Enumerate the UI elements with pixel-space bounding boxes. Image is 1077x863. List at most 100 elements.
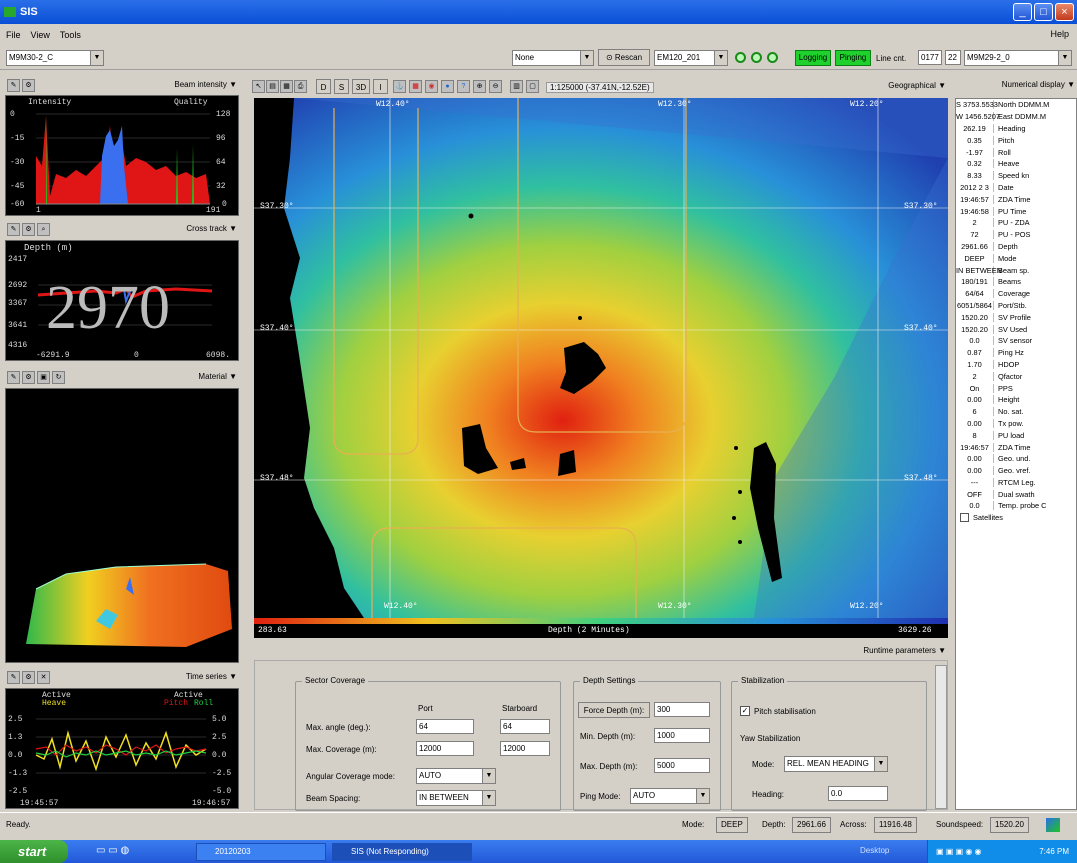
zoom-icon[interactable]: ⌕	[37, 223, 50, 236]
instrument-select[interactable]: M9M30-2_C ▼	[6, 50, 104, 66]
close-button[interactable]: ×	[1055, 3, 1074, 21]
map-left-label: S37.40°	[260, 324, 294, 333]
satellites-checkbox[interactable]	[960, 513, 969, 523]
desktop-toolbar[interactable]: Desktop	[860, 846, 890, 855]
cross-panel-dropdown[interactable]: Cross track ▼	[186, 224, 237, 233]
settings-icon[interactable]: ⚙	[22, 671, 35, 684]
numerical-row: -1.97 Roll	[956, 146, 1076, 158]
pointer-icon[interactable]: ↖	[252, 80, 265, 93]
numerical-row: 2012 2 3 Date	[956, 182, 1076, 194]
max-coverage-stbd-field[interactable]: 12000	[500, 741, 550, 756]
numerical-value: 0.00	[956, 466, 994, 476]
min-depth-field[interactable]: 1000	[654, 728, 710, 743]
numerical-label: SV Profile	[998, 312, 1031, 322]
numerical-label: ZDA Time	[998, 442, 1031, 452]
numerical-row: 64/64 Coverage	[956, 288, 1076, 300]
view-d-button[interactable]: D	[316, 79, 331, 94]
pin-icon[interactable]: ✎	[7, 223, 20, 236]
y-tick: 3367	[8, 299, 28, 308]
max-angle-port-field[interactable]: 64	[416, 719, 474, 734]
force-depth-field[interactable]: 300	[654, 702, 710, 717]
start-label: start	[18, 844, 47, 859]
beam-spacing-select[interactable]: IN BETWEEN ▼	[416, 790, 496, 806]
grid-red-icon[interactable]: ▦	[409, 80, 422, 93]
region-icon[interactable]: ▢	[526, 80, 539, 93]
pitch-stabilisation-label: Pitch stabilisation	[754, 707, 816, 716]
refresh-icon[interactable]: ↻	[52, 371, 65, 384]
bathymetry-map-graphic	[254, 98, 948, 638]
menu-help[interactable]: Help	[1050, 29, 1069, 39]
grid-icon[interactable]: ▦	[280, 80, 293, 93]
heading-field[interactable]: 0.0	[828, 786, 888, 801]
yaw-mode-select[interactable]: REL. MEAN HEADING ▼	[784, 756, 888, 772]
settings-icon[interactable]: ⚙	[22, 223, 35, 236]
y-tick-left: -15	[10, 134, 25, 143]
clear-icon[interactable]: ✕	[37, 671, 50, 684]
3d-swath-view[interactable]	[5, 388, 239, 663]
pin-icon[interactable]: ✎	[7, 79, 20, 92]
layers-icon[interactable]: ▤	[266, 80, 279, 93]
max-depth-field[interactable]: 5000	[654, 758, 710, 773]
logging-button[interactable]: Logging	[795, 50, 831, 66]
survey-select[interactable]: M9M29-2_0 ▼	[964, 50, 1072, 66]
y-tick-left: -2.5	[8, 787, 28, 796]
numerical-dropdown[interactable]: Numerical display ▼	[1001, 80, 1075, 89]
numerical-label: North DDMM.M	[998, 100, 1050, 110]
depth-legend-max: 3629.26	[898, 626, 932, 635]
map-top-label: W12.30°	[658, 100, 692, 109]
y-tick-left: -1.3	[8, 769, 28, 778]
heave-label: Heave	[42, 699, 67, 708]
numerical-label: Geo. vref.	[998, 466, 1031, 476]
status-bar: Ready. Mode: DEEP Depth: 2961.66 Across:…	[0, 812, 1077, 836]
start-button[interactable]: start	[0, 840, 68, 863]
runtime-scrollbar[interactable]	[935, 665, 947, 809]
settings-icon[interactable]: ⚙	[22, 371, 35, 384]
chevron-down-icon: ▼	[580, 51, 593, 65]
line-count-field[interactable]: 0177	[918, 50, 942, 65]
maximize-button[interactable]: □	[1034, 3, 1053, 21]
menu-tools[interactable]: Tools	[59, 30, 81, 40]
pinging-button[interactable]: Pinging	[835, 50, 871, 66]
pin-icon[interactable]: ✎	[7, 671, 20, 684]
settings-icon[interactable]: ⚙	[22, 79, 35, 92]
help-icon[interactable]: ?	[457, 80, 470, 93]
max-coverage-port-field[interactable]: 12000	[416, 741, 474, 756]
ping-mode-select[interactable]: AUTO ▼	[630, 788, 710, 804]
max-angle-stbd-field[interactable]: 64	[500, 719, 550, 734]
runtime-dropdown[interactable]: Runtime parameters ▼	[863, 646, 946, 655]
em-select[interactable]: EM120_201 ▼	[654, 50, 728, 66]
beam-panel-dropdown[interactable]: Beam intensity ▼	[174, 80, 237, 89]
menu-view[interactable]: View	[30, 30, 50, 40]
quick-launch-icons[interactable]: ▭ ▭ ◍	[96, 845, 130, 856]
material-panel-dropdown[interactable]: Material ▼	[198, 372, 237, 381]
zoom-out-icon[interactable]: ⊖	[489, 80, 502, 93]
view-3d-button[interactable]: 3D	[352, 79, 370, 94]
time-panel-dropdown[interactable]: Time series ▼	[185, 672, 237, 681]
image-icon[interactable]: ▣	[37, 371, 50, 384]
task-folder[interactable]: 20120203	[196, 843, 326, 861]
rescan-button[interactable]: ⊙ Rescan	[598, 49, 650, 66]
numerical-label: East DDMM.M	[998, 112, 1047, 122]
print-icon[interactable]: ⎙	[294, 80, 307, 93]
bathymetry-map[interactable]: W12.40° W12.30° W12.20° W12.40° W12.30° …	[254, 98, 948, 638]
tray-icons[interactable]: ▣ ▣ ▣ ◉ ◉	[936, 847, 982, 856]
globe-icon[interactable]: ●	[441, 80, 454, 93]
force-depth-button[interactable]: Force Depth (m):	[578, 702, 650, 718]
view-i-button[interactable]: I	[373, 79, 388, 94]
pitch-stabilisation-checkbox[interactable]: ✓	[740, 706, 750, 716]
pin-icon[interactable]: ✎	[7, 371, 20, 384]
anchor-icon[interactable]: ⚓	[393, 80, 406, 93]
numerical-row: 1.70 HDOP	[956, 359, 1076, 371]
measure-icon[interactable]: ▥	[510, 80, 523, 93]
projection-dropdown[interactable]: Geographical ▼	[888, 81, 946, 90]
none-select[interactable]: None ▼	[512, 50, 594, 66]
menu-file[interactable]: File	[6, 30, 21, 40]
angular-mode-select[interactable]: AUTO ▼	[416, 768, 496, 784]
zoom-in-icon[interactable]: ⊕	[473, 80, 486, 93]
satellites-row[interactable]: Satellites	[956, 512, 1076, 524]
minimize-button[interactable]: _	[1013, 3, 1032, 21]
view-s-button[interactable]: S	[334, 79, 349, 94]
line-number-field[interactable]: 22	[945, 50, 961, 65]
color-palette-icon[interactable]: ◉	[425, 80, 438, 93]
task-sis[interactable]: SIS (Not Responding)	[332, 843, 472, 861]
